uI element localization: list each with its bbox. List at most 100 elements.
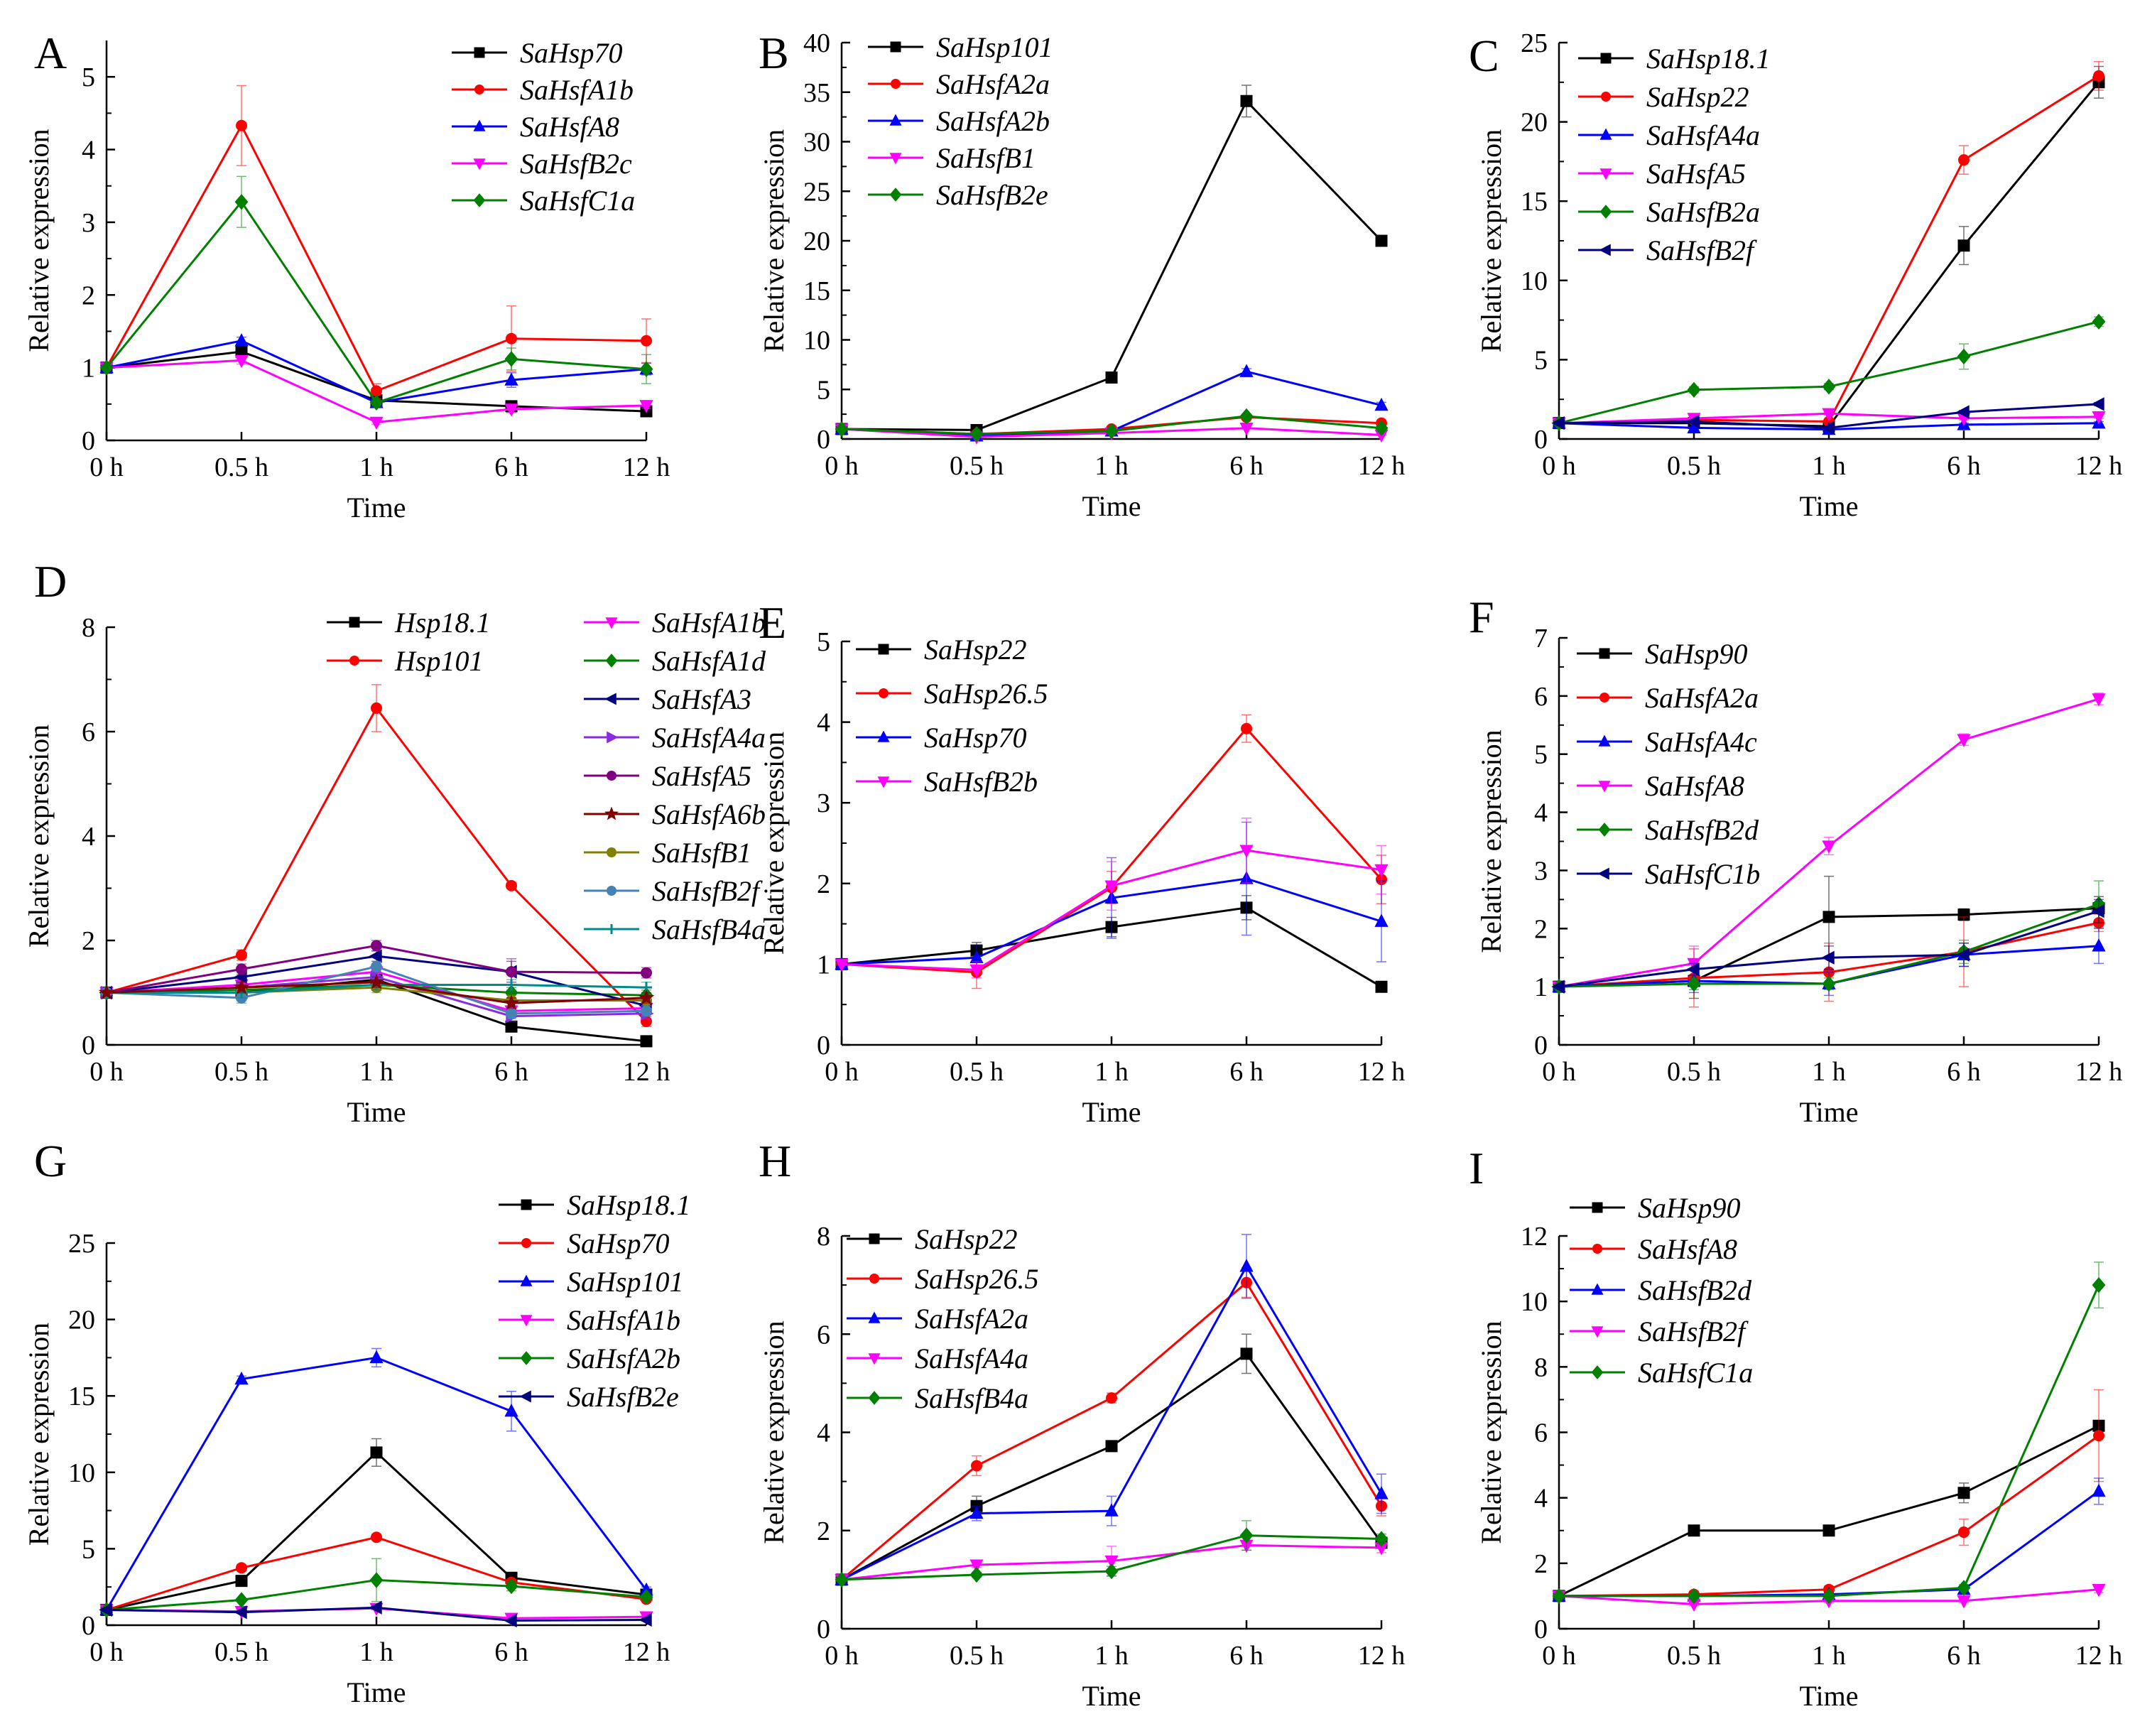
legend-entry-sahsfb2e: SaHsfB2e bbox=[868, 179, 1048, 211]
x-tick-label: 1 h bbox=[359, 1637, 393, 1667]
legend-marker bbox=[521, 1238, 531, 1248]
y-tick-label: 1 bbox=[1534, 972, 1548, 1002]
data-point bbox=[369, 1350, 384, 1364]
panel-letter: D bbox=[34, 556, 67, 607]
data-point bbox=[641, 967, 652, 979]
x-tick-label: 0.5 h bbox=[950, 451, 1004, 481]
data-point bbox=[2092, 411, 2106, 425]
y-tick-label: 4 bbox=[82, 136, 95, 166]
y-tick-label: 20 bbox=[1521, 108, 1548, 138]
y-tick-label: 5 bbox=[817, 375, 830, 405]
legend: SaHsp70 SaHsfA1b SaHsfA8 SaHsfB2c SaHsfC1a bbox=[452, 37, 635, 217]
legend-label: SaHsfA4a bbox=[652, 722, 766, 754]
y-tick-label: 6 bbox=[1534, 1418, 1548, 1448]
y-tick-label: 4 bbox=[817, 1418, 830, 1448]
data-point bbox=[236, 949, 247, 961]
legend-entry-sahsfa8: SaHsfA8 bbox=[1570, 1233, 1737, 1265]
series-sahsp26-5 bbox=[836, 714, 1387, 989]
x-tick-label: 0.5 h bbox=[214, 1057, 268, 1087]
legend-marker bbox=[879, 688, 889, 698]
legend-marker bbox=[473, 119, 486, 131]
data-point bbox=[2093, 70, 2104, 82]
data-point bbox=[638, 989, 655, 1005]
y-tick-label: 20 bbox=[68, 1306, 95, 1335]
y-tick-label: 5 bbox=[1534, 740, 1548, 770]
data-point bbox=[1105, 371, 1118, 384]
x-tick-label: 12 h bbox=[623, 1637, 670, 1667]
data-point bbox=[1374, 913, 1389, 927]
data-point bbox=[1958, 154, 1970, 166]
legend-label: SaHsfC1b bbox=[1645, 858, 1760, 890]
data-point bbox=[1957, 1580, 1971, 1596]
x-tick-label: 0.5 h bbox=[1667, 1057, 1721, 1087]
data-point bbox=[1822, 911, 1835, 923]
y-tick-label: 2 bbox=[82, 926, 95, 956]
legend-label: SaHsfA1b bbox=[520, 74, 634, 106]
y-tick-label: 4 bbox=[1534, 1484, 1548, 1514]
panel-letter: G bbox=[34, 1136, 67, 1186]
y-axis-title: Relative expression bbox=[23, 1323, 55, 1546]
legend-marker bbox=[604, 806, 619, 820]
legend-marker bbox=[605, 617, 618, 629]
legend-label: SaHsp26.5 bbox=[915, 1263, 1038, 1295]
data-point bbox=[835, 1571, 849, 1588]
y-axis-title: Relative expression bbox=[23, 725, 55, 948]
legend-entry-sahsfa5: SaHsfA5 bbox=[584, 760, 751, 792]
x-tick-label: 0 h bbox=[1542, 1057, 1576, 1087]
legend-marker bbox=[1598, 734, 1611, 747]
legend-entry-sahsfb2d: SaHsfB2d bbox=[1570, 1274, 1752, 1306]
legend-marker bbox=[1591, 1283, 1604, 1295]
data-point bbox=[233, 979, 250, 994]
data-point bbox=[1374, 1531, 1389, 1547]
data-point bbox=[234, 194, 249, 210]
legend-entry-sahsfa4a: SaHsfA4a bbox=[847, 1342, 1028, 1374]
data-point bbox=[1687, 975, 1701, 992]
legend-label: SaHsfB2b bbox=[924, 766, 1038, 798]
y-tick-label: 25 bbox=[68, 1229, 95, 1259]
x-axis-title: Time bbox=[1082, 1096, 1141, 1128]
x-tick-label: 1 h bbox=[359, 1057, 393, 1087]
series-line bbox=[1558, 1434, 2099, 1597]
legend-entry-sahsfb2e: SaHsfB2e bbox=[499, 1381, 679, 1413]
data-point bbox=[234, 1605, 247, 1620]
series-sahsfb2e bbox=[99, 1600, 652, 1628]
legend-entry-sahsfa2a: SaHsfA2a bbox=[1577, 682, 1759, 714]
series-sahsp18-1 bbox=[1553, 65, 2105, 433]
legend-marker bbox=[473, 193, 486, 207]
legend-entry-sahsfa2a: SaHsfA2a bbox=[868, 68, 1050, 100]
data-point bbox=[1375, 234, 1388, 247]
x-tick-label: 12 h bbox=[1358, 451, 1406, 481]
series-sahsfb2d bbox=[1552, 880, 2106, 995]
x-tick-label: 1 h bbox=[359, 452, 393, 482]
x-axis-title: Time bbox=[1799, 1680, 1858, 1712]
legend-label: SaHsfA8 bbox=[1645, 770, 1744, 802]
y-tick-label: 8 bbox=[82, 613, 95, 643]
data-point bbox=[1822, 840, 1836, 854]
series-sahsfa4a bbox=[835, 1539, 1389, 1588]
data-point bbox=[506, 332, 517, 345]
data-point bbox=[1686, 414, 1700, 429]
panel-letter: E bbox=[759, 597, 786, 648]
data-point bbox=[1104, 1563, 1119, 1580]
legend-label: SaHsp70 bbox=[520, 37, 622, 69]
panel-letter: I bbox=[1469, 1143, 1484, 1193]
data-point bbox=[2092, 1584, 2106, 1597]
legend-entry-sahsfa2a: SaHsfA2a bbox=[847, 1303, 1028, 1335]
legend-entry-sahsfa6b: SaHsfA6b bbox=[584, 798, 766, 830]
legend-label: SaHsp26.5 bbox=[924, 678, 1048, 710]
legend-label: SaHsfB4a bbox=[915, 1382, 1028, 1414]
legend-marker bbox=[1601, 92, 1611, 102]
legend-entry-sahsfb2b: SaHsfB2b bbox=[856, 766, 1038, 798]
y-tick-label: 0 bbox=[82, 1031, 95, 1060]
legend-label: SaHsp22 bbox=[1646, 81, 1749, 113]
legend: SaHsp22 SaHsp26.5 SaHsp70 SaHsfB2b bbox=[856, 634, 1048, 798]
legend-marker bbox=[868, 1353, 881, 1365]
legend-entry-sahsfa8: SaHsfA8 bbox=[1577, 770, 1744, 802]
data-point bbox=[368, 973, 385, 989]
legend-marker bbox=[607, 924, 616, 934]
legend-entry-sahsfa8: SaHsfA8 bbox=[452, 111, 619, 143]
x-tick-label: 0 h bbox=[825, 451, 859, 481]
legend-label: SaHsfA4a bbox=[1646, 119, 1760, 151]
legend-entry-sahsp18-1: SaHsp18.1 bbox=[499, 1189, 690, 1221]
legend-label: Hsp101 bbox=[394, 645, 483, 677]
